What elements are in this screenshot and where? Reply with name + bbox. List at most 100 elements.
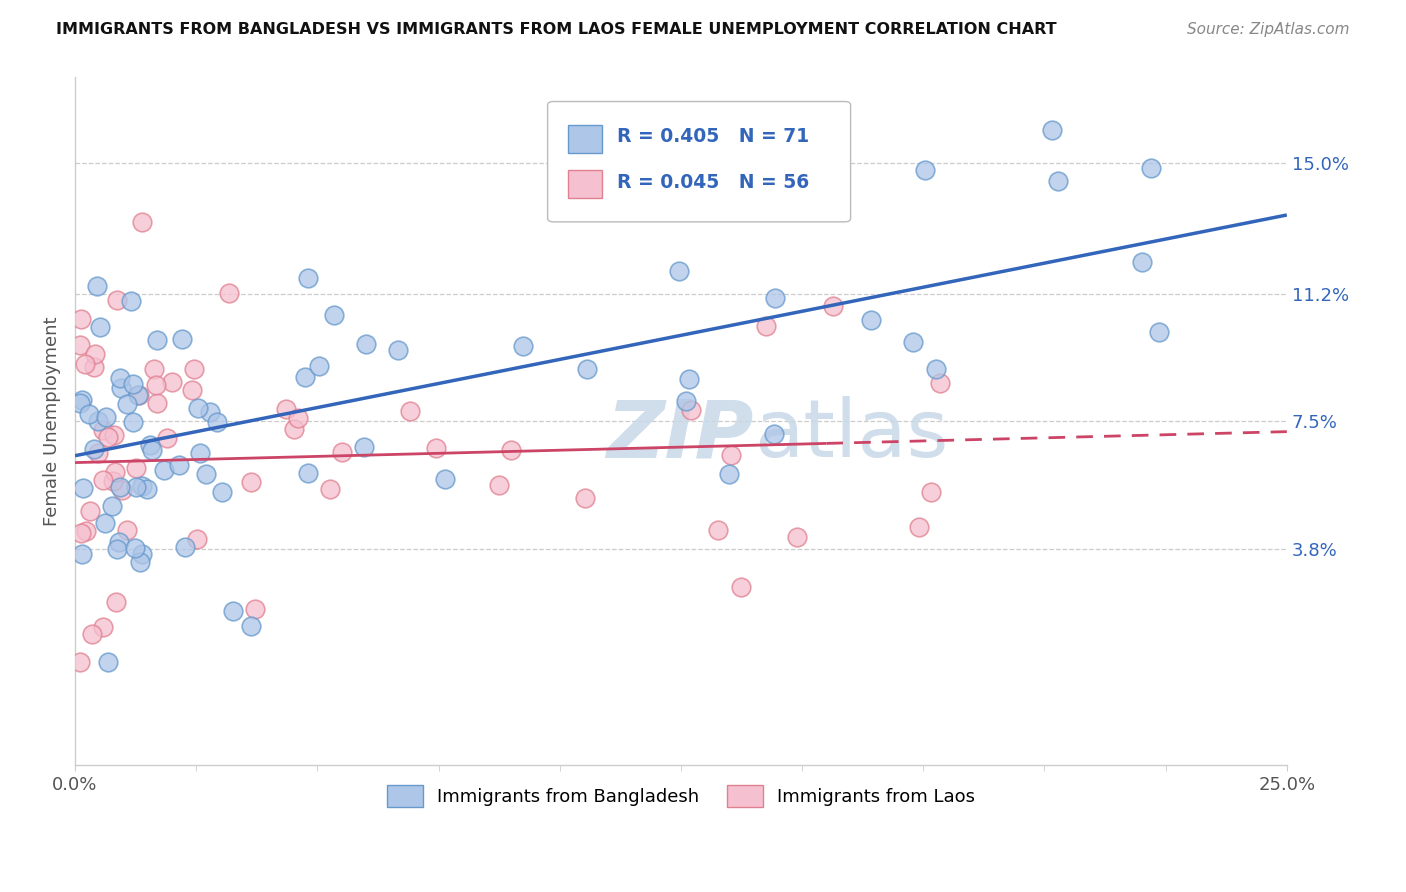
- Point: [111, 483, 134, 497]
- Point: [89, 320, 111, 334]
- Point: [103, 474, 125, 488]
- Point: [94, 516, 117, 531]
- Text: Source: ZipAtlas.com: Source: ZipAtlas.com: [1187, 22, 1350, 37]
- Point: [108, 371, 131, 385]
- Point: [823, 134, 845, 148]
- Point: [72, 547, 94, 561]
- Text: R = 0.045   N = 56: R = 0.045 N = 56: [617, 173, 808, 192]
- Point: [187, 401, 209, 415]
- FancyBboxPatch shape: [547, 102, 851, 222]
- Point: [73, 357, 96, 371]
- FancyBboxPatch shape: [568, 125, 602, 153]
- Point: [69, 395, 91, 409]
- Point: [294, 370, 316, 384]
- Point: [205, 415, 228, 429]
- Point: [707, 524, 730, 538]
- Point: [222, 604, 245, 618]
- Point: [124, 541, 146, 556]
- Point: [501, 442, 523, 457]
- Point: [211, 485, 233, 500]
- Point: [218, 285, 240, 300]
- Point: [104, 465, 127, 479]
- Point: [823, 299, 845, 313]
- Point: [172, 332, 194, 346]
- Point: [82, 627, 104, 641]
- Point: [240, 619, 263, 633]
- Point: [354, 336, 377, 351]
- Point: [308, 359, 330, 373]
- Point: [195, 467, 218, 482]
- Point: [141, 443, 163, 458]
- Point: [319, 483, 342, 497]
- Point: [96, 409, 118, 424]
- Point: [70, 393, 93, 408]
- Point: [97, 430, 120, 444]
- Point: [83, 359, 105, 374]
- Point: [129, 555, 152, 569]
- Point: [69, 655, 91, 669]
- Point: [920, 484, 942, 499]
- Point: [77, 407, 100, 421]
- FancyBboxPatch shape: [568, 170, 602, 198]
- Point: [91, 423, 114, 437]
- Point: [1130, 255, 1153, 269]
- Point: [1140, 161, 1163, 175]
- Point: [131, 479, 153, 493]
- Point: [186, 532, 208, 546]
- Point: [117, 523, 139, 537]
- Point: [399, 404, 422, 418]
- Point: [174, 541, 197, 555]
- Point: [108, 535, 131, 549]
- Point: [243, 602, 266, 616]
- Point: [75, 524, 97, 539]
- Point: [91, 620, 114, 634]
- Point: [131, 547, 153, 561]
- Point: [180, 383, 202, 397]
- Point: [131, 215, 153, 229]
- Point: [70, 526, 93, 541]
- Text: ZIP: ZIP: [606, 396, 754, 474]
- Point: [146, 396, 169, 410]
- Point: [488, 478, 510, 492]
- Point: [135, 482, 157, 496]
- Point: [146, 333, 169, 347]
- Point: [120, 293, 142, 308]
- Point: [720, 448, 742, 462]
- Point: [105, 293, 128, 307]
- Point: [903, 334, 925, 349]
- Point: [108, 480, 131, 494]
- Point: [198, 404, 221, 418]
- Point: [387, 343, 409, 357]
- Point: [84, 347, 107, 361]
- Point: [675, 394, 697, 409]
- Point: [730, 580, 752, 594]
- Y-axis label: Female Unemployment: Female Unemployment: [44, 317, 60, 526]
- Point: [914, 163, 936, 178]
- Point: [143, 362, 166, 376]
- Point: [87, 446, 110, 460]
- Point: [297, 270, 319, 285]
- Point: [156, 430, 179, 444]
- Text: atlas: atlas: [754, 396, 948, 474]
- Point: [122, 415, 145, 429]
- Point: [128, 388, 150, 402]
- Point: [574, 491, 596, 505]
- Point: [69, 338, 91, 352]
- Point: [330, 445, 353, 459]
- Point: [83, 442, 105, 456]
- Point: [127, 387, 149, 401]
- Point: [353, 440, 375, 454]
- Point: [86, 279, 108, 293]
- Point: [183, 361, 205, 376]
- Point: [97, 655, 120, 669]
- Point: [69, 312, 91, 326]
- Point: [122, 377, 145, 392]
- Point: [115, 397, 138, 411]
- Point: [167, 458, 190, 472]
- Point: [297, 466, 319, 480]
- Point: [125, 460, 148, 475]
- Point: [786, 530, 808, 544]
- Point: [425, 441, 447, 455]
- Point: [110, 381, 132, 395]
- Point: [283, 422, 305, 436]
